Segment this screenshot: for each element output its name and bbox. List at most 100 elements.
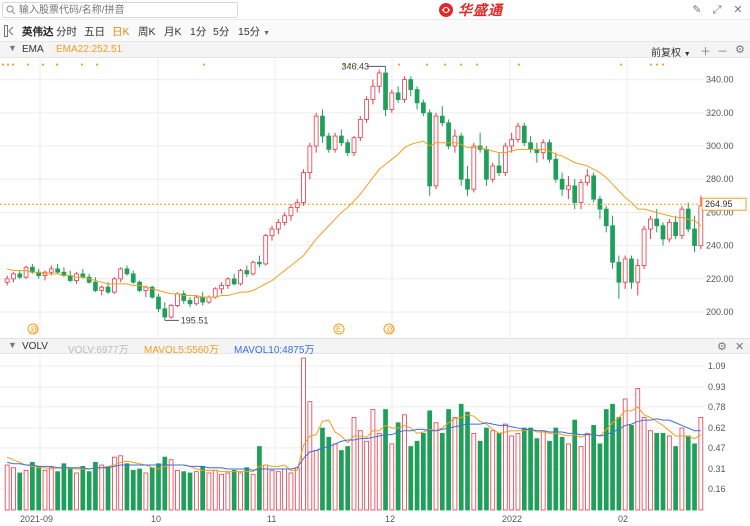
event-marker-icon: ●	[42, 62, 45, 68]
candle-body	[288, 207, 294, 217]
volume-bar	[641, 417, 647, 511]
adjust-label: 前复权	[651, 48, 681, 59]
volume-bar	[93, 462, 98, 511]
candle-body	[540, 142, 546, 154]
settings-icon[interactable]: ⚙	[717, 341, 727, 353]
volume-name[interactable]: VOLV	[22, 341, 48, 352]
candle-body	[666, 222, 672, 240]
volume-bar	[313, 450, 319, 511]
volume-bar	[250, 473, 256, 511]
volume-bar	[654, 432, 660, 511]
volume-bar	[23, 469, 29, 511]
volume-bar	[439, 432, 445, 511]
volume-bar	[679, 427, 685, 511]
collapse-icon[interactable]: ▼	[8, 340, 17, 350]
price-tick-label: 340.00	[706, 75, 734, 85]
candle-body	[17, 273, 23, 278]
logo-text: 华盛通	[458, 3, 503, 19]
zoom-out-icon[interactable]: －	[717, 46, 728, 58]
candle-body	[370, 85, 376, 100]
adjust-select[interactable]: 前复权 ▼	[651, 44, 691, 59]
candle-body	[395, 92, 401, 100]
tab-15min[interactable]: 15分 ▼	[238, 24, 270, 39]
collapse-icon[interactable]: ▼	[8, 43, 17, 53]
candle-body	[509, 138, 515, 147]
ema-value: EMA22:252.51	[56, 44, 123, 55]
volume-bar	[30, 462, 35, 511]
candle-body	[679, 208, 685, 237]
expand-icon[interactable]: ⤢	[712, 4, 722, 16]
volume-tick-label: 1.09	[708, 361, 726, 371]
tab-1min[interactable]: 1分	[190, 26, 207, 38]
volume-bar	[534, 438, 540, 511]
volume-bar	[294, 467, 300, 511]
volume-bar	[427, 410, 433, 511]
volume-indicator-bar: ▼ VOLV VOLV:6977万 MAVOL5:5560万 MAVOL10:4…	[0, 338, 750, 356]
tab-five-day[interactable]: 五日	[84, 26, 105, 38]
volume-chart[interactable]: 1.09 0.93 0.78 0.62 0.47 0.31 0.16	[0, 354, 750, 512]
candle-body	[408, 79, 414, 90]
volume-bar	[149, 467, 155, 511]
candle-body	[206, 296, 212, 303]
stock-name[interactable]: 英伟达	[22, 26, 54, 38]
candle-body	[99, 286, 105, 291]
volume-bar	[162, 456, 168, 511]
candle-body	[4, 278, 10, 283]
volume-bar	[105, 465, 111, 511]
volume-bar	[301, 357, 306, 511]
close-icon[interactable]: ✕	[735, 341, 745, 353]
volume-bar	[80, 465, 86, 511]
settings-icon[interactable]: ⚙	[735, 44, 745, 56]
candle-body	[496, 165, 502, 173]
candle-body	[578, 182, 584, 203]
tools-icon[interactable]: ✎	[692, 4, 702, 16]
event-marker-icon: ●	[56, 62, 59, 68]
candle-body	[389, 92, 395, 110]
volume-bar	[610, 403, 615, 511]
volume-bar	[332, 443, 338, 511]
candle-body	[692, 228, 697, 247]
candle-body	[484, 148, 489, 180]
price-tick-label: 300.00	[706, 141, 734, 151]
event-marker-icon: ●	[444, 62, 447, 68]
event-icon	[383, 323, 395, 335]
tab-monthly-k[interactable]: 月K	[164, 26, 182, 38]
price-chart[interactable]: 340.00 320.00 300.00 280.00 260.00 240.00 220.…	[0, 58, 750, 338]
sidebar-toggle-icon[interactable]	[4, 25, 14, 37]
event-marker-icon: ●	[343, 62, 346, 68]
ema-name[interactable]: EMA	[22, 44, 44, 55]
candle-body	[402, 79, 407, 100]
price-tick-label: 260.00	[706, 207, 734, 217]
tab-5min[interactable]: 5分	[213, 26, 230, 38]
candle-body	[130, 273, 136, 283]
tab-daily-k[interactable]: 日K	[112, 26, 130, 38]
candle-body	[93, 281, 98, 291]
tab-intraday[interactable]: 分时	[56, 26, 77, 38]
volume-bar	[48, 467, 54, 511]
tab-weekly-k[interactable]: 周K	[138, 26, 156, 38]
event-marker-icon: ●	[96, 62, 99, 68]
volume-bar	[559, 436, 565, 511]
candle-body	[307, 145, 313, 173]
candle-body	[55, 268, 60, 273]
volume-bar	[156, 463, 161, 511]
event-marker-icon: ●	[27, 62, 30, 68]
volume-bar	[660, 432, 666, 511]
volume-bar	[67, 468, 73, 511]
volume-bar	[370, 409, 376, 511]
volume-bar	[685, 435, 691, 511]
event-icon	[333, 323, 345, 335]
volume-bar	[446, 409, 451, 511]
search-box[interactable]	[2, 2, 238, 18]
volume-bar	[408, 446, 414, 511]
volume-bar	[55, 471, 60, 511]
volume-bar	[452, 417, 458, 511]
volume-bar	[86, 471, 92, 511]
search-input[interactable]	[19, 3, 233, 17]
candle-body	[162, 308, 168, 318]
x-tick-label: 2021-09	[20, 514, 54, 524]
zoom-in-icon[interactable]: ＋	[700, 46, 711, 58]
close-icon[interactable]: ✕	[733, 4, 743, 16]
volume-bar	[124, 463, 130, 511]
volume-bar	[36, 465, 42, 511]
